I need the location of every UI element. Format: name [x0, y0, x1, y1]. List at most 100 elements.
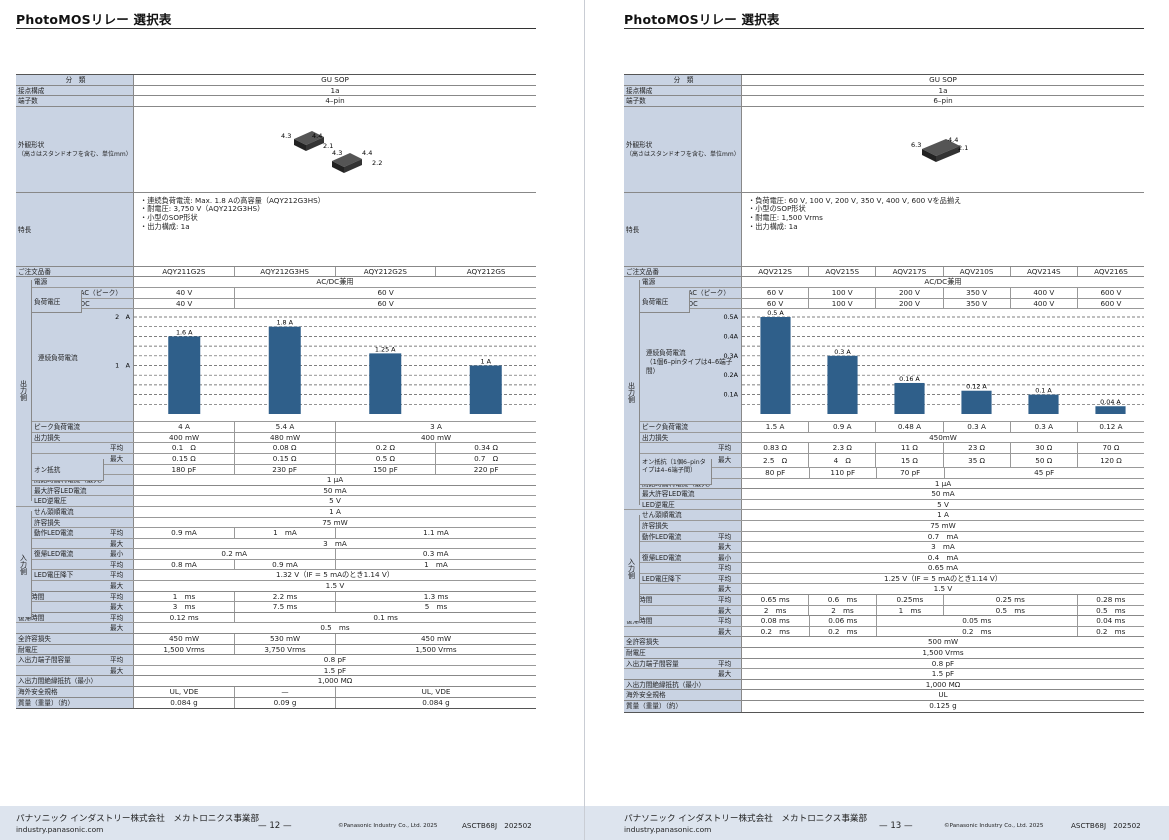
label-total: 全許容損失	[16, 634, 134, 644]
rt-avg-value: 0.1 ms	[373, 612, 398, 622]
part-number: AQY212G3HS	[235, 266, 336, 277]
selection-table: 分 類 GU SOP 接点構成 1a 端子数 6–pin 外観形状 （高さはスタンドオフ…	[624, 74, 1144, 713]
rel-label: 復帰LED電流	[34, 550, 74, 559]
y-tick-label: 0.4A	[723, 333, 738, 341]
rel-avg-value: 0.8 mA	[134, 559, 235, 570]
row-features: 特長 ・連続負荷電流: Max. 1.8 Aの高容量（AQY212G3HS） ・…	[16, 192, 536, 267]
avg-label: 平均	[718, 532, 732, 541]
row-total: 全許容損失 450 mW 530 mW 450 mW	[16, 634, 536, 645]
avg-label: 平均	[718, 659, 732, 668]
on-max-value: 2.5 Ω	[742, 453, 810, 467]
label-op: 動作時間平均	[624, 595, 742, 605]
pin-value: 4–pin	[325, 96, 345, 106]
pin-value: 6–pin	[933, 96, 953, 106]
bar-value-label: 1.8 A	[276, 319, 293, 327]
bar-value-label: 0.12 A	[966, 383, 987, 391]
max-label: 最大	[624, 626, 742, 637]
page-title: PhotoMOSリレー 選択表	[624, 12, 780, 27]
label-rt: 復帰時間 平均	[624, 616, 742, 626]
on-avg-value: 2.3 Ω	[809, 443, 877, 453]
row-rel-min: 復帰LED電流 最小 0.2 mA 0.3 mA	[16, 549, 536, 560]
std-value: UL	[938, 690, 948, 700]
iso-value: 1,500 Vrms	[415, 644, 457, 654]
page-title: PhotoMOSリレー 選択表	[16, 12, 172, 27]
row-power: 電源 AC/DC兼用	[16, 277, 536, 288]
on-max-value: 15 Ω	[876, 453, 944, 467]
loadv-value: 600 V	[1100, 287, 1122, 297]
label-ior: 入出力間絶縁抵抗（最小）	[624, 679, 742, 690]
bar-value-label: 0.3 A	[834, 348, 851, 356]
op-max-value: 5 ms	[424, 602, 448, 612]
left-page: PhotoMOSリレー 選択表 分 類 GU SOP 接点構成 1a 端子数 4–pi…	[0, 0, 584, 840]
label-ledrev: LED逆電圧	[16, 496, 134, 506]
op-max-value: 1 ms	[877, 605, 944, 616]
peak-value: 1.5 A	[742, 422, 810, 432]
chart-area: 2 A 1 A 1.6 A 1.8 A 1.25 A 1 A	[115, 309, 536, 421]
row-loadv-ac: AC（ピーク） 40 V 60 V	[16, 287, 536, 299]
opled-max-value: 3 mA	[931, 542, 955, 552]
output-side-label: 出力側	[624, 280, 640, 505]
label-ledrev: LED逆電圧	[624, 499, 742, 510]
part-number: AQV216S	[1094, 266, 1128, 276]
footer-url: industry.panasonic.com	[16, 825, 104, 834]
row-iso: 耐電圧 1,500 Vrms	[624, 648, 1144, 659]
contact-value: 1a	[330, 85, 340, 95]
label-iocap: 入出力端子間容量 平均	[624, 658, 742, 669]
avg-label: 平均	[110, 571, 124, 580]
avg-label: 平均	[718, 574, 732, 583]
contact-value: 1a	[938, 85, 948, 95]
cap-value: 80 pF	[742, 467, 810, 478]
bar-value-label: 0.1 A	[1035, 387, 1052, 395]
label-rt: 復帰時間 平均	[16, 612, 134, 623]
label-inloss: 許容損失	[16, 517, 134, 528]
book-spine	[579, 0, 590, 840]
loadv-value: 100 V	[809, 287, 877, 298]
row-surge: せん頭順電流 1 A	[16, 506, 536, 518]
outline-figure: 6.3 4.4 2.1	[742, 107, 1144, 192]
surge-value: 1 A	[937, 510, 949, 520]
avg-label: 平均	[624, 443, 742, 453]
loss-value: 400 mW	[420, 432, 452, 442]
on-max-value: 50 Ω	[1011, 453, 1078, 467]
right-page: PhotoMOSリレー 選択表 分 類 GU SOP 接点構成 1a 端子数 6–pi…	[585, 0, 1169, 840]
outline-note: （高さはスタンドオフを含む、単位mm）	[626, 150, 740, 158]
cap-value: 110 pF	[810, 467, 877, 478]
row-weight: 質量（重量）（約） 0.084 g 0.09 g 0.084 g	[16, 697, 536, 709]
on-avg-value: 0.34 Ω	[474, 443, 499, 453]
max-label: 最大	[624, 584, 742, 595]
dim-2: 4.4	[312, 132, 322, 140]
rt-max-value: 0.5 ms	[320, 623, 350, 633]
on-max-value: 0.5 Ω	[336, 453, 437, 464]
op-max-value: 7.5 ms	[235, 602, 336, 612]
row-order: ご注文品番 AQV212S AQV215S AQV217S AQV210S AQV214…	[624, 266, 1144, 278]
ledrev-value: 5 V	[329, 496, 341, 506]
label-contact: 接点構成	[16, 85, 134, 96]
op-avg-value: 0.25ms	[877, 595, 944, 605]
feature-item: ・耐電圧: 3,750 V（AQY212G3HS）	[140, 204, 265, 214]
package-drawing: 4.3 4.4 2.1 4.3 4.4 2.2	[281, 130, 382, 173]
label-outline: 外観形状 （高さはスタンドオフを含む、単位mm）	[624, 106, 742, 192]
class-value: GU SOP	[929, 75, 957, 84]
ior-value: 1,000 MΩ	[925, 679, 961, 689]
power-value: AC/DC兼用	[316, 277, 354, 287]
part-number: AQV210S	[944, 266, 1011, 277]
op-avg-value: 0.65 ms	[742, 595, 810, 605]
rel-min-value: 0.3 mA	[422, 549, 449, 559]
max-label: 最大	[624, 605, 742, 616]
bar	[1095, 406, 1126, 415]
part-number: AQY212G2S	[336, 266, 437, 277]
bar-value-label: 1.25 A	[375, 346, 396, 354]
page-number: — 13 —	[879, 821, 913, 831]
label-iocap: 入出力端子間容量 平均	[16, 655, 134, 665]
loadv-value: 400 V	[1011, 298, 1078, 309]
iocap-label: 入出力端子間容量	[18, 656, 71, 665]
min-label: 最小	[110, 550, 124, 559]
avg-label: 平均	[718, 596, 732, 605]
outline-title: 外観形状	[18, 140, 45, 149]
dim-3: 2.1	[323, 142, 333, 150]
bar-value-label: 0.16 A	[899, 375, 920, 383]
outline-title: 外観形状	[626, 140, 653, 149]
footer-bar: パナソニック インダストリー株式会社 メカトロニクス事業部 industry.p…	[585, 806, 1169, 840]
bar	[961, 390, 992, 415]
on-max-value: 4 Ω	[809, 453, 877, 467]
